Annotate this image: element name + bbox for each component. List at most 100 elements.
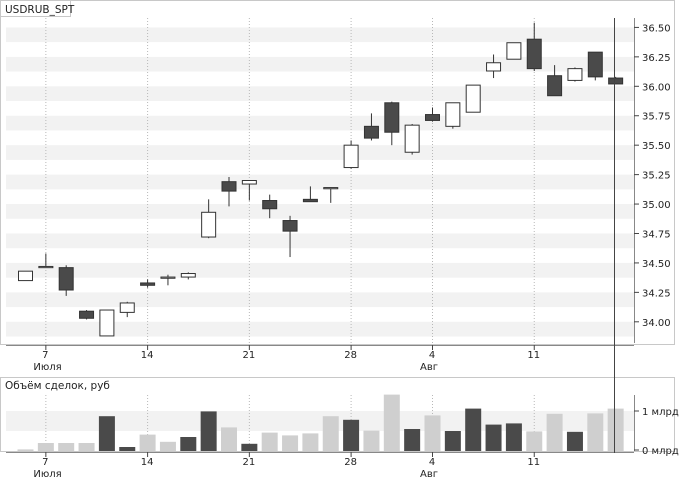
- y-tick-label: 36.25: [642, 53, 671, 64]
- candle: [140, 279, 156, 288]
- volume-panel: Объём сделок, руб 0 млрд 1 млрд: [0, 377, 679, 457]
- x-tick-label: 11: [527, 350, 540, 361]
- candle: [38, 253, 54, 269]
- candle: [608, 76, 624, 85]
- candle-body: [547, 75, 563, 97]
- volume-bar: [302, 433, 319, 451]
- grid-band: [6, 174, 634, 190]
- candle-body: [201, 211, 217, 238]
- candle: [404, 123, 420, 155]
- candle-body: [221, 181, 237, 192]
- grid-band: [6, 262, 634, 278]
- candle-body: [465, 84, 481, 113]
- grid-band: [6, 321, 634, 337]
- volume-bar: [58, 443, 75, 451]
- volume-bar: [363, 430, 380, 451]
- x-month-label: Авг: [420, 469, 438, 478]
- candle: [547, 65, 563, 97]
- candle: [282, 215, 298, 258]
- candle-body: [445, 102, 461, 127]
- volume-bar: [98, 416, 115, 451]
- candle-body: [58, 267, 74, 291]
- grid-band: [6, 27, 634, 43]
- candle: [262, 194, 278, 219]
- y-tick-label: 1 млрд: [642, 407, 679, 418]
- y-tick-label: 34.75: [642, 229, 671, 240]
- y-tick-label: 34.25: [642, 288, 671, 299]
- candle-body: [425, 114, 440, 121]
- candle: [302, 186, 318, 203]
- candle-body: [180, 273, 196, 278]
- candle-body: [323, 187, 339, 190]
- candle: [18, 270, 33, 282]
- candle-body: [526, 38, 542, 70]
- candle: [587, 51, 603, 81]
- volume-bar: [505, 423, 522, 451]
- candle-body: [38, 265, 54, 269]
- grid-band: [6, 86, 634, 102]
- grid-band: [6, 292, 634, 308]
- volume-bar-series: [17, 394, 624, 451]
- x-tick-label: 28: [344, 350, 357, 361]
- volume-bar: [282, 435, 299, 451]
- volume-bar: [322, 416, 339, 451]
- volume-bar: [485, 424, 502, 451]
- volume-bar: [221, 427, 237, 451]
- volume-bar: [180, 437, 197, 451]
- candle: [343, 140, 359, 169]
- volume-bar: [241, 443, 258, 451]
- price-chart-title: USDRUB_SPT: [5, 4, 75, 16]
- volume-bar: [17, 449, 34, 451]
- volume-bar: [200, 411, 217, 451]
- candle-body: [241, 180, 257, 185]
- candle-body: [587, 51, 603, 78]
- volume-bar: [444, 431, 461, 451]
- y-tick-label: 0 млрд: [642, 446, 679, 457]
- candle-body: [302, 198, 318, 203]
- candle: [180, 272, 196, 280]
- candle: [241, 180, 257, 201]
- candle-body: [262, 200, 278, 210]
- candle: [465, 84, 481, 113]
- candle: [201, 199, 217, 239]
- y-tick-label: 35.50: [642, 141, 671, 152]
- x-tick-label: 14: [141, 457, 154, 468]
- volume-bar: [119, 447, 136, 451]
- candle-body: [363, 125, 379, 139]
- y-tick-label: 35.25: [642, 171, 671, 182]
- volume-bar: [343, 419, 360, 451]
- y-tick-label: 34.50: [642, 259, 671, 270]
- candle-body: [343, 144, 359, 169]
- price-y-axis: 34.00 34.25 34.50 34.75 35.00 35.25 35.50 35.75…: [634, 18, 671, 343]
- volume-bar: [526, 431, 543, 451]
- candle: [384, 101, 400, 146]
- x-month-label: Авг: [420, 362, 438, 373]
- price-grid-stripes: [6, 27, 634, 337]
- volume-bar: [78, 443, 95, 451]
- candle: [506, 42, 522, 60]
- candle: [99, 309, 115, 337]
- volume-bar: [607, 408, 624, 451]
- candle-body: [282, 220, 298, 232]
- candle-body: [140, 282, 156, 286]
- candlestick-series: [18, 22, 624, 337]
- candle-body: [160, 276, 176, 279]
- volume-bar: [261, 432, 278, 451]
- candle: [221, 176, 237, 207]
- y-tick-label: 35.00: [642, 200, 671, 211]
- volume-bar: [566, 431, 583, 451]
- x-tick-label: 28: [344, 457, 357, 468]
- x-tick-label: 7: [42, 350, 48, 361]
- price-panel: USDRUB_SPT 34.00 34.25 34.50 34.75 35.00 35.2…: [0, 0, 675, 345]
- candle: [79, 310, 95, 320]
- volume-chart-title: Объём сделок, руб: [5, 380, 110, 392]
- y-tick-label: 34.00: [642, 318, 671, 329]
- grid-band: [6, 233, 634, 249]
- candle-body: [608, 77, 624, 85]
- x-tick-label: 14: [141, 350, 154, 361]
- volume-bar: [404, 429, 421, 451]
- candle: [567, 67, 583, 82]
- price-title-box: [0, 0, 71, 17]
